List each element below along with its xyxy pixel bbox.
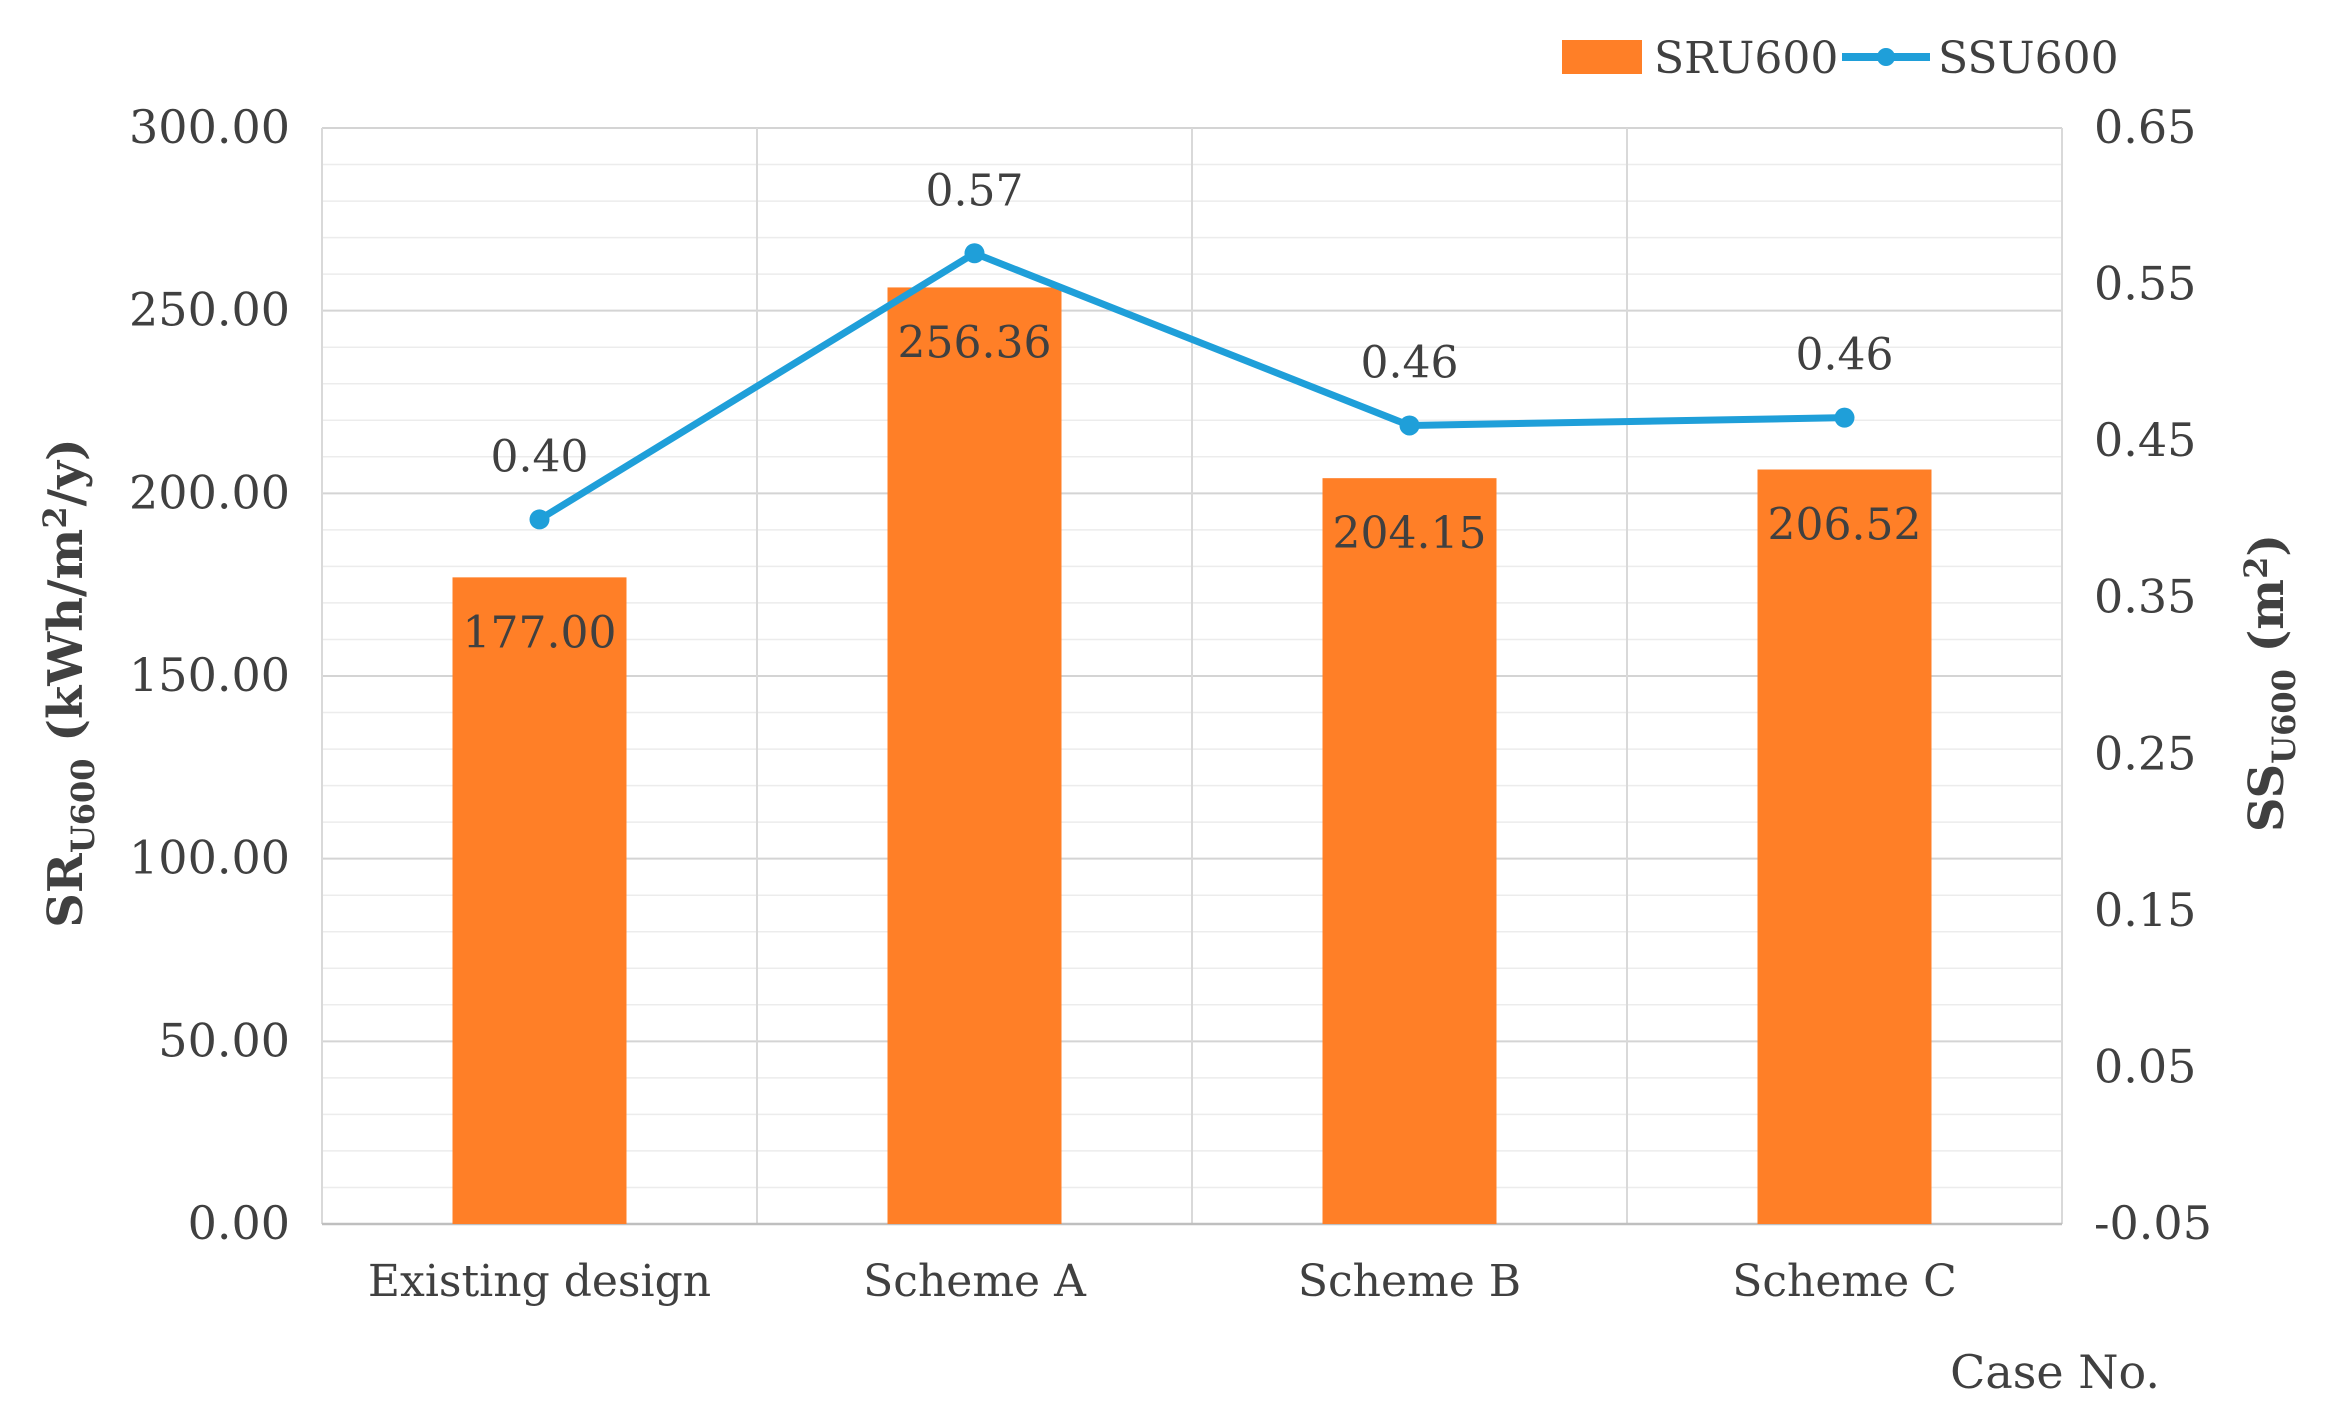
line-data-label: 0.46 <box>1361 337 1459 388</box>
right-axis-title: SSU600 (m2) <box>2237 534 2303 832</box>
line-data-labels: 0.40 0.57 0.46 0.46 <box>491 165 1894 482</box>
category-label: Existing design <box>368 1256 711 1307</box>
left-tick-label: 250.00 <box>129 283 290 337</box>
bar <box>1322 478 1497 1224</box>
bar-series-sru600 <box>452 287 1932 1224</box>
category-labels: Existing design Scheme A Scheme B Scheme C <box>368 1256 1957 1307</box>
bar-data-label: 206.52 <box>1768 500 1922 551</box>
left-tick-label: 0.00 <box>188 1196 290 1250</box>
right-axis-ticks: -0.05 0.05 0.15 0.25 0.35 0.45 0.55 0.65 <box>2094 100 2212 1250</box>
right-tick-label: 0.15 <box>2094 883 2196 937</box>
legend-label-sru600: SRU600 <box>1654 33 1838 84</box>
bar-data-labels: 177.00 256.36 204.15 206.52 <box>463 317 1922 658</box>
line-series-ssu600 <box>529 243 1855 530</box>
left-axis-ticks: 0.00 50.00 100.00 150.00 200.00 250.00 300.00 <box>129 100 290 1250</box>
category-label: Scheme A <box>863 1256 1087 1307</box>
left-tick-label: 150.00 <box>129 648 290 702</box>
left-tick-label: 200.00 <box>129 465 290 519</box>
category-label: Scheme B <box>1298 1256 1521 1307</box>
legend-swatch-sru600 <box>1562 40 1642 74</box>
right-tick-label: 0.05 <box>2094 1039 2196 1093</box>
line-data-label: 0.40 <box>491 431 589 482</box>
bar <box>1757 469 1932 1224</box>
legend-label-ssu600: SSU600 <box>1938 33 2119 84</box>
line-point <box>1399 415 1420 436</box>
bar <box>452 577 627 1224</box>
legend-swatch-ssu600-marker <box>1877 48 1895 66</box>
bar-data-label: 256.36 <box>898 317 1052 368</box>
bar-data-label: 204.15 <box>1333 508 1487 559</box>
right-tick-label: -0.05 <box>2094 1196 2212 1250</box>
bar-data-label: 177.00 <box>463 607 617 658</box>
line-point <box>964 243 985 264</box>
line-data-label: 0.46 <box>1796 330 1894 381</box>
left-tick-label: 300.00 <box>129 100 290 154</box>
right-tick-label: 0.55 <box>2094 257 2196 311</box>
line-point <box>529 509 550 530</box>
right-tick-label: 0.45 <box>2094 413 2196 467</box>
category-label: Scheme C <box>1732 1256 1957 1307</box>
x-axis-title: Case No. <box>1950 1345 2160 1399</box>
right-tick-label: 0.35 <box>2094 570 2196 624</box>
series-line <box>537 249 1845 523</box>
legend: SRU600 SSU600 <box>1562 33 2119 84</box>
line-data-label: 0.57 <box>926 165 1024 216</box>
left-tick-label: 50.00 <box>158 1013 290 1067</box>
line-point <box>1834 407 1855 428</box>
left-axis-title: SRU600 (kWh/m2/y) <box>36 438 102 927</box>
bar <box>887 287 1062 1224</box>
right-tick-label: 0.25 <box>2094 726 2196 780</box>
left-tick-label: 100.00 <box>129 831 290 885</box>
right-tick-label: 0.65 <box>2094 100 2196 154</box>
